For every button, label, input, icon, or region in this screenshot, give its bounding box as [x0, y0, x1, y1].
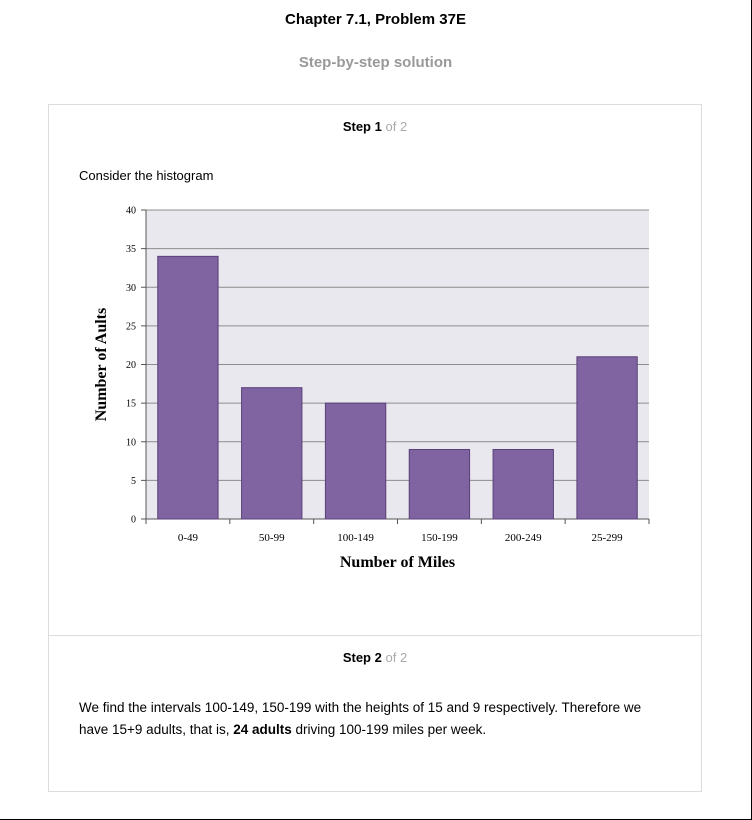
y-axis-title: Number of Aults [93, 308, 110, 422]
step-divider [49, 635, 701, 636]
y-tick-label: 5 [131, 476, 136, 487]
step1-intro-text: Consider the histogram [79, 168, 214, 183]
bar-25-299 [576, 356, 638, 520]
solution-subtitle: Step-by-step solution [298, 54, 453, 71]
solution-card: Step 1 of 2 Consider the histogram Step … [48, 104, 702, 792]
step2-text-bold: 24 adults [233, 722, 292, 737]
bar-200-249 [492, 448, 554, 520]
y-tick-label: 15 [126, 399, 136, 410]
step2-text-after: driving 100-199 miles per week. [291, 722, 487, 737]
histogram-chart: 0 5 10 15 20 25 30 35 40 0-49 50-99 100-149 150-199 2… [93, 206, 650, 571]
step2-explanation: We find the intervals 100-149, 150-199 w… [79, 697, 669, 741]
x-tick-label: 50-99 [259, 532, 285, 544]
bar-0-49 [157, 255, 219, 520]
step2-of-total: of 2 [385, 650, 408, 665]
x-tick-label: 100-149 [337, 532, 374, 544]
step1-word: Step [342, 119, 371, 134]
x-tick-label: 150-199 [421, 532, 458, 544]
step2-word: Step [342, 650, 371, 665]
step2-header: Step 2 of 2 [49, 650, 701, 665]
y-tick-label: 10 [126, 437, 136, 448]
step1-header: Step 1 of 2 [49, 119, 701, 134]
x-axis-title: Number of Miles [340, 554, 455, 571]
page-title: Chapter 7.1, Problem 37E [285, 11, 466, 28]
y-tick-label: 35 [126, 244, 136, 255]
y-tick-label: 20 [126, 360, 136, 371]
bar-100-149 [324, 402, 387, 520]
step1-of-total: of 2 [385, 119, 408, 134]
step2-number: 2 [374, 650, 382, 665]
y-tick-label: 25 [126, 321, 136, 332]
y-tick-label: 0 [131, 515, 136, 526]
x-tick-label: 25-299 [591, 532, 623, 544]
step1-number: 1 [374, 119, 382, 134]
step2-text-before: We find the intervals 100-149, 150-199 w… [79, 700, 642, 737]
bar-150-199 [408, 448, 471, 520]
x-tick-label: 0-49 [178, 532, 199, 544]
x-tick-label: 200-249 [505, 532, 542, 544]
y-tick-label: 30 [126, 283, 136, 294]
bar-50-99 [241, 387, 303, 520]
y-tick-label: 40 [126, 206, 136, 217]
